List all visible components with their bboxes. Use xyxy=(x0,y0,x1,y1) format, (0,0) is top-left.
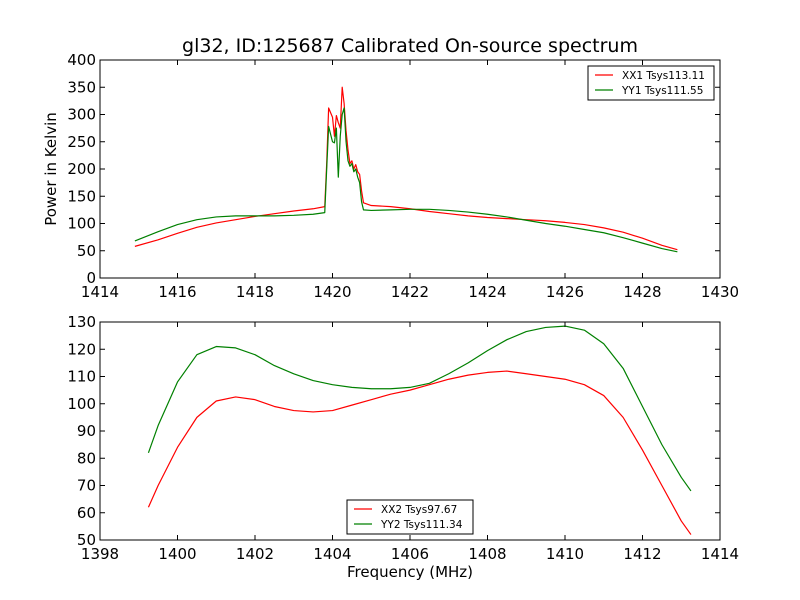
y-tick-label: 350 xyxy=(67,78,96,96)
top-plot: 1414 1416 1418 1420 1422 1424 1426 1428 1430 0 50 1… xyxy=(42,51,739,301)
x-tick-label: 1404 xyxy=(313,545,351,563)
bottom-plot: 1398 1400 1402 1404 1406 1408 1410 1412 1414 50 60… xyxy=(67,313,739,581)
legend-entry-label: XX1 Tsys113.11 xyxy=(622,70,705,82)
x-tick-label: 1416 xyxy=(158,283,196,301)
legend-plot-2: XX2 Tsys97.67 YY2 Tsys111.34 xyxy=(346,499,474,535)
y-tick-label: 400 xyxy=(67,51,96,69)
legend-entry-label: YY2 Tsys111.34 xyxy=(380,519,463,531)
y-tick-label: 50 xyxy=(77,531,96,549)
x-tick-label: 1420 xyxy=(313,283,351,301)
y-tick-label: 80 xyxy=(77,449,96,467)
x-tick-label: 1428 xyxy=(623,283,661,301)
x-tick-label: 1402 xyxy=(236,545,274,563)
x-tick-label: 1406 xyxy=(391,545,429,563)
legend-box xyxy=(587,65,715,101)
x-tick-label: 1398 xyxy=(81,545,119,563)
y-tick-label: 100 xyxy=(67,395,96,413)
legend-box xyxy=(346,499,474,535)
x-tick-label: 1430 xyxy=(701,283,739,301)
y-tick-label: 60 xyxy=(77,504,96,522)
x-axis-label: Frequency (MHz) xyxy=(347,563,473,581)
y-tick-label: 110 xyxy=(67,368,96,386)
series-line-1-plot-1 xyxy=(134,86,678,251)
x-tick-label: 1412 xyxy=(623,545,661,563)
y-tick-label: 130 xyxy=(67,313,96,331)
y-tick-label: 90 xyxy=(77,422,96,440)
series-line-2-plot-2 xyxy=(147,325,692,492)
series-line-2-plot-1 xyxy=(134,107,678,253)
y-tick-label: 200 xyxy=(67,160,96,178)
y-tick-label: 300 xyxy=(67,106,96,124)
y-tick-label: 0 xyxy=(86,269,96,287)
x-tick-label: 1424 xyxy=(468,283,506,301)
y-tick-label: 70 xyxy=(77,477,96,495)
x-tick-label: 1414 xyxy=(81,283,119,301)
x-tick-label: 1410 xyxy=(546,545,584,563)
legend-entry-label: YY1 Tsys111.55 xyxy=(621,85,703,97)
x-tick-label: 1414 xyxy=(701,545,739,563)
y-tick-label: 120 xyxy=(67,340,96,358)
series-line-1-plot-2 xyxy=(147,370,692,535)
legend-entry-label: XX2 Tsys97.67 xyxy=(381,504,457,516)
y-tick-label: 50 xyxy=(77,242,96,260)
y-tick-label: 250 xyxy=(67,133,96,151)
y-axis-label: Power in Kelvin xyxy=(42,112,60,226)
x-tick-label: 1418 xyxy=(236,283,274,301)
y-tick-label: 100 xyxy=(67,215,96,233)
legend-plot-1: XX1 Tsys113.11 YY1 Tsys111.55 xyxy=(587,65,715,101)
x-tick-label: 1422 xyxy=(391,283,429,301)
figure-title: gl32, ID:125687 Calibrated On-source spe… xyxy=(182,35,638,57)
x-tick-label: 1400 xyxy=(158,545,196,563)
x-tick-label: 1408 xyxy=(468,545,506,563)
y-tick-label: 150 xyxy=(67,187,96,205)
x-tick-label: 1426 xyxy=(546,283,584,301)
